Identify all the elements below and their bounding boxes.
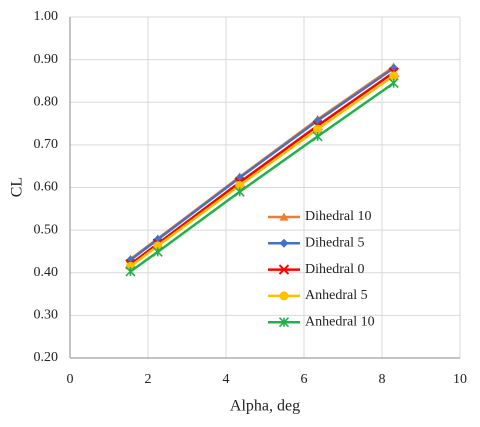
marker — [279, 212, 289, 221]
x-tick-label: 6 — [301, 372, 308, 387]
marker — [234, 186, 245, 197]
y-tick-label: 0.90 — [34, 52, 59, 67]
y-tick-label: 0.30 — [34, 308, 59, 323]
x-tick-label: 10 — [453, 372, 467, 387]
y-tick-label: 0.20 — [34, 350, 59, 365]
marker — [278, 317, 290, 328]
series-line — [129, 67, 395, 261]
marker — [279, 238, 289, 248]
y-tick-label: 0.60 — [34, 180, 59, 195]
x-tick-label: 8 — [379, 372, 386, 387]
marker — [388, 78, 399, 89]
legend-label: Dihedral 0 — [305, 262, 364, 277]
x-tick-label: 2 — [145, 372, 152, 387]
x-tick-label: 4 — [223, 372, 230, 387]
marker — [313, 124, 323, 134]
marker — [153, 241, 163, 251]
y-axis-title: CL — [9, 177, 26, 197]
marker — [235, 180, 245, 190]
y-tick-label: 0.50 — [34, 222, 59, 237]
legend-label: Anhedral 5 — [305, 288, 368, 303]
y-tick-label: 1.00 — [34, 9, 59, 24]
marker — [152, 246, 163, 257]
y-tick-label: 0.40 — [34, 265, 59, 280]
y-tick-label: 0.80 — [34, 94, 59, 109]
legend-label: Anhedral 10 — [305, 314, 375, 329]
legend-label: Dihedral 10 — [305, 209, 371, 224]
x-tick-label: 0 — [67, 372, 74, 387]
marker — [312, 131, 323, 142]
marker — [125, 266, 136, 277]
marker — [389, 71, 399, 81]
x-axis-title: Alpha, deg — [230, 398, 300, 415]
marker — [279, 291, 289, 301]
y-tick-label: 0.70 — [34, 137, 59, 152]
legend-label: Dihedral 5 — [305, 236, 364, 251]
marker — [278, 264, 290, 275]
